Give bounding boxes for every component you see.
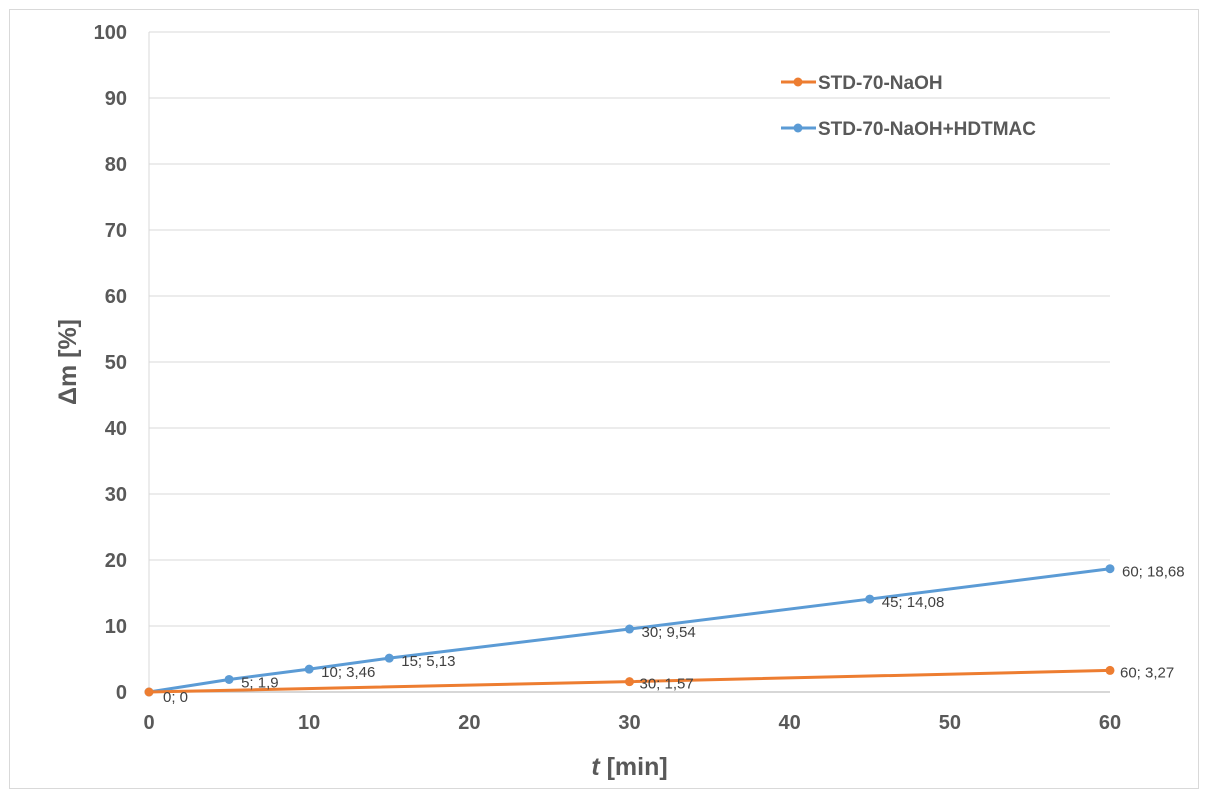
x-tick-label: 40	[779, 712, 801, 734]
data-label: 60; 18,68	[1122, 564, 1185, 581]
x-tick-label: 30	[618, 712, 640, 734]
gridlines	[149, 31, 1110, 627]
data-label: 45; 14,08	[882, 594, 945, 611]
x-tick-label: 20	[458, 712, 480, 734]
data-labels: 0; 0 5; 1,9 10; 3,46 15; 5,13 30; 9,54 45; 14…	[163, 564, 1185, 706]
legend-marker	[793, 123, 803, 133]
legend-label: STD-70-NaOH	[818, 73, 943, 94]
y-tick-label: 40	[105, 418, 127, 440]
y-tick-label: 60	[105, 286, 127, 308]
data-point	[625, 677, 634, 687]
y-tick-label: 10	[105, 616, 127, 638]
y-tick-label: 100	[94, 22, 127, 44]
data-label: 30; 1,57	[640, 676, 694, 693]
y-tick-label: 30	[105, 484, 127, 506]
data-label: 15; 5,13	[401, 653, 455, 670]
data-point	[865, 594, 875, 604]
legend: STD-70-NaOH STD-70-NaOH+HDTMAC	[781, 73, 1036, 140]
y-tick-label: 90	[105, 88, 127, 110]
data-point	[224, 674, 234, 684]
x-tick-label: 50	[939, 712, 961, 734]
x-axis-title-unit: [min]	[600, 753, 668, 781]
axes: 0 10 20 30 40 50 60 70 80 90 100 0 10 20 30 40 50 60	[94, 22, 1122, 734]
x-tick-label: 60	[1099, 712, 1121, 734]
x-axis-title: t [min]	[591, 753, 667, 781]
y-tick-label: 50	[105, 352, 127, 374]
chart-frame	[9, 9, 1199, 789]
data-label: 0; 0	[163, 689, 188, 706]
data-label: 60; 3,27	[1120, 664, 1174, 681]
data-label: 5; 1,9	[241, 674, 279, 691]
y-tick-label: 80	[105, 154, 127, 176]
series	[144, 564, 1115, 697]
x-tick-label: 10	[298, 712, 320, 734]
y-tick-label: 70	[105, 220, 127, 242]
data-label: 30; 9,54	[642, 624, 696, 641]
data-label: 10; 3,46	[321, 664, 375, 681]
x-axis-title-italic: t	[591, 753, 601, 781]
data-point	[304, 664, 314, 674]
x-tick-label: 0	[143, 712, 154, 734]
y-axis-title: Δm [%]	[54, 319, 82, 405]
legend-label: STD-70-NaOH+HDTMAC	[818, 119, 1036, 140]
y-tick-label: 20	[105, 550, 127, 572]
data-point	[625, 624, 634, 634]
data-point	[1105, 665, 1115, 675]
y-tick-label: 0	[116, 682, 127, 704]
data-point	[1105, 564, 1115, 574]
legend-marker	[793, 77, 803, 87]
data-point	[144, 687, 154, 697]
data-point	[384, 653, 394, 663]
